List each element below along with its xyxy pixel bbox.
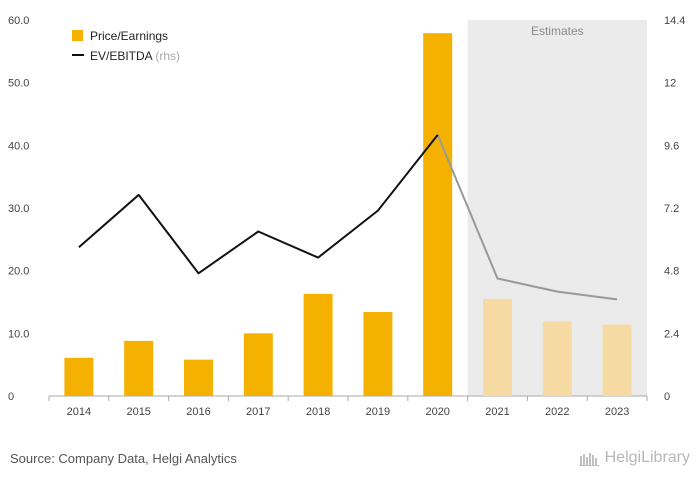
bar-pe-2018 bbox=[304, 294, 333, 396]
source-note: Source: Company Data, Helgi Analytics bbox=[10, 451, 237, 466]
bar-pe-2020 bbox=[423, 33, 452, 396]
x-tick-label: 2019 bbox=[366, 406, 390, 418]
bar-pe-2023 bbox=[603, 325, 632, 396]
bar-pe-2015 bbox=[124, 341, 153, 396]
bar-pe-2016 bbox=[184, 360, 213, 396]
brand-name: HelgiLibrary bbox=[605, 449, 690, 467]
bar-pe-2014 bbox=[64, 358, 93, 396]
bar-pe-2022 bbox=[543, 321, 572, 396]
bar-pe-2019 bbox=[363, 312, 392, 396]
y-right-tick-label: 4.8 bbox=[664, 266, 679, 278]
legend-label-pe: Price/Earnings bbox=[90, 29, 168, 43]
x-tick-label: 2016 bbox=[186, 406, 210, 418]
brand-logo: HelgiLibrary bbox=[579, 449, 690, 467]
estimates-label: Estimates bbox=[531, 24, 584, 38]
x-tick-label: 2018 bbox=[306, 406, 330, 418]
x-tick-label: 2022 bbox=[545, 406, 569, 418]
y-right-tick-label: 9.6 bbox=[664, 140, 679, 152]
legend-rhs-note: (rhs) bbox=[155, 49, 180, 63]
x-tick-label: 2017 bbox=[246, 406, 270, 418]
y-left-tick-label: 40.0 bbox=[8, 140, 29, 152]
y-left-tick-label: 10.0 bbox=[8, 328, 29, 340]
line-ev-ebitda-actual bbox=[79, 135, 438, 273]
legend-swatch-pe bbox=[72, 30, 83, 41]
y-left-tick-label: 20.0 bbox=[8, 266, 29, 278]
y-right-tick-label: 2.4 bbox=[664, 328, 679, 340]
legend-label-ev: EV/EBITDA (rhs) bbox=[90, 49, 180, 63]
x-tick-label: 2015 bbox=[126, 406, 150, 418]
y-left-tick-label: 60.0 bbox=[8, 15, 29, 27]
x-tick-label: 2020 bbox=[425, 406, 449, 418]
y-left-tick-label: 50.0 bbox=[8, 78, 29, 90]
bar-pe-2017 bbox=[244, 333, 273, 396]
y-left-tick-label: 30.0 bbox=[8, 203, 29, 215]
x-tick-label: 2023 bbox=[605, 406, 629, 418]
x-tick-label: 2021 bbox=[485, 406, 509, 418]
y-right-tick-label: 0 bbox=[664, 391, 670, 403]
library-icon bbox=[579, 450, 601, 466]
y-right-tick-label: 7.2 bbox=[664, 203, 679, 215]
bar-pe-2021 bbox=[483, 299, 512, 396]
y-left-tick-label: 0 bbox=[8, 391, 14, 403]
x-tick-label: 2014 bbox=[67, 406, 91, 418]
y-right-tick-label: 12 bbox=[664, 78, 676, 90]
y-right-tick-label: 14.4 bbox=[664, 15, 685, 27]
